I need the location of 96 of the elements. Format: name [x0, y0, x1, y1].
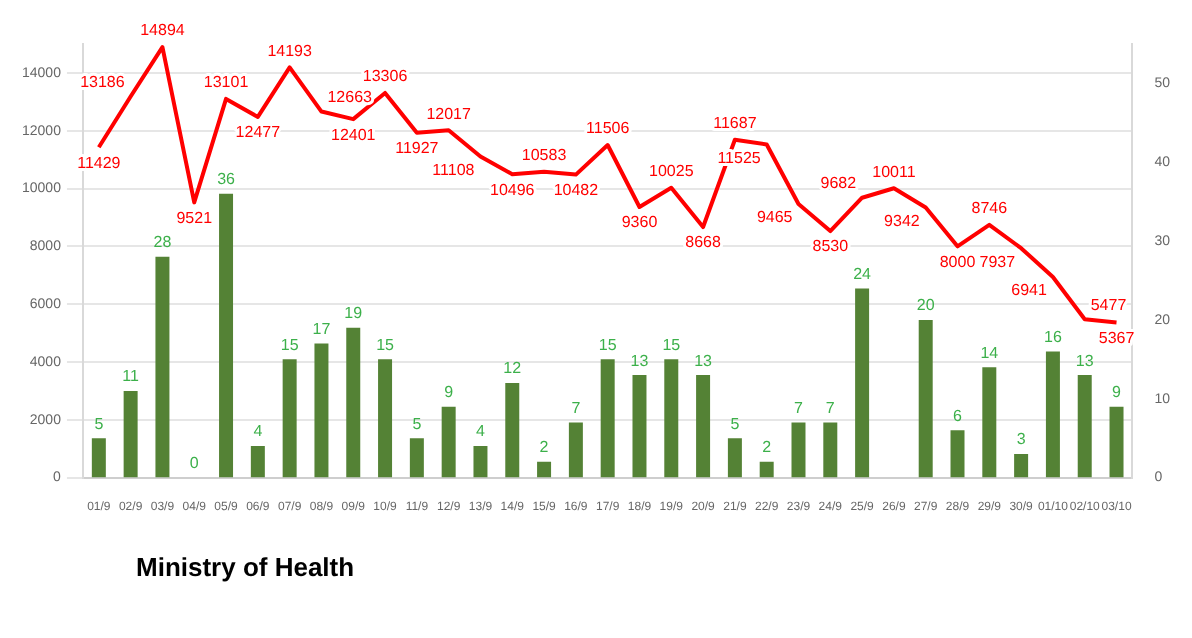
data-label: 6 — [953, 406, 964, 425]
data-label: 5 — [412, 414, 423, 433]
data-label: 19 — [344, 304, 364, 323]
data-label: 12 — [503, 359, 523, 378]
data-label: 2 — [539, 438, 550, 457]
data-label: 14894 — [140, 21, 186, 40]
data-label: 7937 — [979, 252, 1017, 271]
data-label: 4 — [253, 422, 264, 441]
data-label: 12017 — [426, 104, 473, 123]
data-label: 36 — [217, 170, 237, 189]
data-label: 9682 — [820, 174, 858, 193]
data-label: 9 — [444, 383, 455, 402]
bar — [537, 461, 552, 478]
data-label: 17 — [312, 319, 332, 338]
bar — [91, 438, 106, 478]
data-label: 10583 — [521, 146, 568, 165]
data-label: 15 — [280, 335, 300, 354]
bar — [250, 446, 265, 478]
data-label: 10482 — [553, 181, 600, 200]
bar — [1077, 375, 1092, 478]
data-label: 10011 — [872, 162, 917, 181]
data-label: 15 — [598, 335, 618, 354]
data-label: 5477 — [1090, 295, 1128, 314]
bar — [727, 438, 742, 478]
data-label: 9342 — [884, 211, 921, 230]
data-label: 6941 — [1011, 281, 1049, 300]
data-label: 15 — [376, 335, 396, 354]
data-label: 9 — [1112, 383, 1123, 402]
bar — [1014, 453, 1029, 478]
data-label: 7 — [794, 398, 805, 417]
bar — [378, 359, 393, 478]
bar — [1109, 406, 1124, 478]
bar — [155, 256, 170, 478]
bar — [282, 359, 297, 478]
data-label: 11687 — [713, 114, 758, 133]
data-label: 11927 — [395, 139, 440, 158]
data-label: 13306 — [362, 67, 409, 86]
bar — [568, 422, 583, 478]
data-label: 24 — [853, 264, 873, 283]
data-label: 11506 — [586, 119, 631, 138]
bar — [664, 359, 679, 478]
data-label: 8668 — [685, 233, 722, 252]
data-label: 4 — [476, 422, 487, 441]
data-label: 10025 — [649, 162, 695, 181]
data-label: 7 — [825, 398, 836, 417]
bar — [441, 406, 456, 478]
data-label: 7 — [571, 398, 582, 417]
data-label: 13 — [630, 351, 650, 370]
data-label: 20 — [916, 296, 936, 315]
data-label: 8746 — [971, 199, 1009, 218]
data-label: 10496 — [490, 180, 536, 199]
bar — [473, 446, 488, 478]
bar — [823, 422, 838, 478]
data-label: 15 — [662, 335, 682, 354]
bar — [918, 319, 933, 478]
bar — [791, 422, 806, 478]
data-label: 13101 — [203, 73, 250, 92]
data-label: 3 — [1016, 430, 1027, 449]
data-label: 12401 — [331, 125, 377, 144]
data-label: 12477 — [235, 123, 282, 142]
bar — [314, 343, 329, 478]
data-label: 11108 — [432, 160, 476, 179]
data-label: 5367 — [1098, 328, 1136, 347]
bar — [982, 367, 997, 478]
bar — [855, 288, 870, 478]
bar — [632, 375, 647, 478]
data-label: 28 — [153, 233, 173, 252]
data-label: 16 — [1044, 327, 1063, 346]
text: Ministry of Health — [134, 552, 357, 582]
data-label: 14193 — [267, 41, 313, 60]
data-label: 5 — [730, 414, 741, 433]
bar — [696, 375, 711, 478]
data-label: 13 — [694, 351, 714, 370]
bar — [409, 438, 424, 478]
bar — [950, 430, 965, 478]
data-label: 9521 — [176, 208, 214, 227]
data-label: 14 — [980, 343, 1000, 362]
data-label: 12663 — [327, 87, 374, 106]
bar — [600, 359, 615, 478]
data-label: 9360 — [621, 213, 659, 232]
bar — [505, 383, 520, 478]
data-label: 5 — [94, 414, 105, 433]
data-label: 13186 — [80, 72, 126, 91]
bar — [1045, 351, 1060, 478]
data-label: 11429 — [77, 153, 122, 172]
bar — [759, 461, 774, 478]
data-label: 0 — [189, 454, 200, 473]
bar — [346, 327, 361, 478]
data-label: 9465 — [756, 208, 794, 227]
data-label: 8530 — [812, 237, 850, 256]
bar — [219, 193, 234, 478]
bar — [123, 390, 138, 478]
data-label: 2 — [762, 438, 773, 457]
data-label: 8000 — [939, 252, 977, 271]
data-label: 13 — [1075, 351, 1095, 370]
data-label: 11 — [122, 367, 141, 386]
